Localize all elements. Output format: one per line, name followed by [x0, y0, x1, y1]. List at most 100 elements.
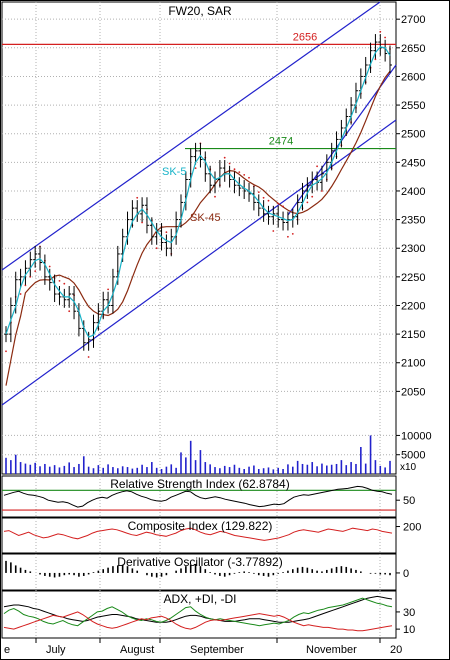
- price-tick-label-3: 2200: [401, 300, 425, 312]
- price-tick-label-11: 2600: [401, 71, 425, 83]
- price-tick-label-13: 2700: [401, 14, 425, 26]
- price-tick-label-1: 2100: [401, 358, 425, 370]
- sar-dot: [277, 202, 280, 205]
- volume-panel: [5, 435, 391, 474]
- sar-dot: [24, 284, 27, 287]
- indicator-3-tick-label-0: 10: [403, 624, 415, 636]
- sar-dot: [321, 190, 323, 192]
- indicator-3-series-1: [3, 597, 393, 627]
- indicator-1-tick-label-0: 200: [403, 522, 421, 534]
- sar-dot: [316, 165, 318, 168]
- x-tick-label-3: September: [190, 644, 244, 656]
- sar-dot: [238, 171, 241, 174]
- indicator-2-tick-label-0: 0: [403, 568, 409, 580]
- panel-frame-0: [1, 1, 397, 475]
- lower-trend-line: [1, 119, 397, 406]
- indicator-0-title: Relative Strength Index (62.8784): [110, 477, 289, 491]
- sar-dot: [267, 199, 270, 202]
- sar-dot: [155, 247, 158, 250]
- price-tick-label-7: 2400: [401, 186, 425, 198]
- sar-dot: [63, 282, 66, 285]
- sar-dot: [248, 176, 250, 179]
- x-tick-label-2: August: [120, 644, 154, 656]
- sar-dot: [291, 233, 294, 235]
- sar-dot: [228, 162, 231, 165]
- indicator-1-title: Composite Index (129.822): [128, 519, 273, 533]
- price-tick-label-2: 2150: [401, 329, 425, 341]
- grid: [2, 2, 396, 638]
- indicator-3-tick-label-1: 30: [403, 607, 415, 619]
- sar-dot: [141, 221, 144, 224]
- price-tick-label-0: 2050: [401, 386, 425, 398]
- sar-dot: [262, 196, 265, 199]
- indicator-1-series-0: [3, 527, 393, 541]
- sar-dot: [5, 350, 7, 353]
- x-tick-label-4: November: [306, 644, 357, 656]
- sar-dot: [48, 265, 51, 268]
- panel-frame-2: [1, 517, 397, 554]
- chart-title: FW20, SAR: [168, 4, 232, 18]
- volume-bars: [5, 435, 391, 474]
- sar-dot: [233, 168, 236, 171]
- indicator-3-series-2: [3, 611, 393, 632]
- price-tick-label-5: 2300: [401, 243, 425, 255]
- price-tick-label-6: 2350: [401, 215, 425, 227]
- indicator-3-title: ADX, +DI, -DI: [163, 592, 236, 606]
- sar-dot: [379, 30, 382, 33]
- sar-dot: [34, 270, 37, 272]
- indicator-3-series-0: [3, 595, 393, 623]
- sar-dot: [282, 205, 284, 208]
- volume-tick-label-0: 5000: [401, 450, 425, 462]
- sar-dot: [68, 310, 71, 313]
- indicator-2-title: Derivative Oscillator (-3.77892): [117, 555, 282, 569]
- sar-dot: [306, 201, 309, 204]
- sar-dot: [272, 230, 275, 232]
- indicator-panel-0: Relative Strength Index (62.8784): [2, 477, 396, 511]
- price-tick-label-4: 2250: [401, 272, 425, 284]
- sar-dot: [19, 293, 22, 295]
- sar-dot: [58, 280, 61, 282]
- sar-dot: [374, 58, 377, 61]
- price-tick-label-10: 2550: [401, 100, 425, 112]
- sar-dot: [29, 275, 32, 278]
- ma-slow-label: SK-45: [190, 212, 221, 224]
- indicator-0-tick-label-0: 50: [403, 495, 415, 507]
- volume-unit-label: x10: [400, 462, 417, 473]
- x-tick-label-5: 20: [390, 644, 402, 656]
- sar-dot: [165, 231, 168, 234]
- sar-dot: [257, 191, 260, 194]
- sar-dot: [243, 174, 246, 176]
- panel-frame-3: [1, 553, 397, 591]
- axes: e July August September November 20 2050 2100 21…: [4, 14, 432, 656]
- level-label-2474: 2474: [269, 136, 293, 148]
- sar-dot: [107, 288, 109, 291]
- upper-trend-line: [1, 1, 381, 271]
- x-tick-label-1: July: [46, 644, 66, 656]
- sar-dot: [384, 36, 386, 39]
- ma-slow-line: [5, 70, 391, 386]
- price-bars: [4, 34, 392, 351]
- price-panel: 2656 2474 SK-5 SK-45: [1, 1, 397, 406]
- sar-dot: [223, 156, 226, 159]
- indicator-panel-1: Composite Index (129.822): [3, 519, 393, 541]
- indicator-0-series-0: [3, 485, 393, 508]
- volume-tick-label-1: 10000: [401, 430, 432, 442]
- sar-dot: [287, 235, 289, 238]
- price-tick-label-8: 2450: [401, 157, 425, 169]
- panel-frame-4: [1, 590, 397, 639]
- indicator-panel-3: ADX, +DI, -DI: [3, 592, 393, 632]
- sar-dots: [5, 30, 391, 358]
- price-tick-label-12: 2650: [401, 43, 425, 55]
- x-tick-label-0: e: [4, 644, 10, 656]
- panel-frame-1: [1, 475, 397, 518]
- sar-dot: [311, 195, 314, 198]
- sar-dot: [214, 195, 216, 198]
- price-tick-label-9: 2500: [401, 129, 425, 141]
- ma-fast-line: [5, 46, 391, 338]
- indicator-panels: Relative Strength Index (62.8784) Composi…: [2, 477, 396, 632]
- indicator-panel-2: Derivative Oscillator (-3.77892): [5, 555, 391, 578]
- sar-dot: [194, 167, 197, 170]
- sar-dot: [136, 196, 139, 199]
- level-label-2656: 2656: [293, 31, 317, 43]
